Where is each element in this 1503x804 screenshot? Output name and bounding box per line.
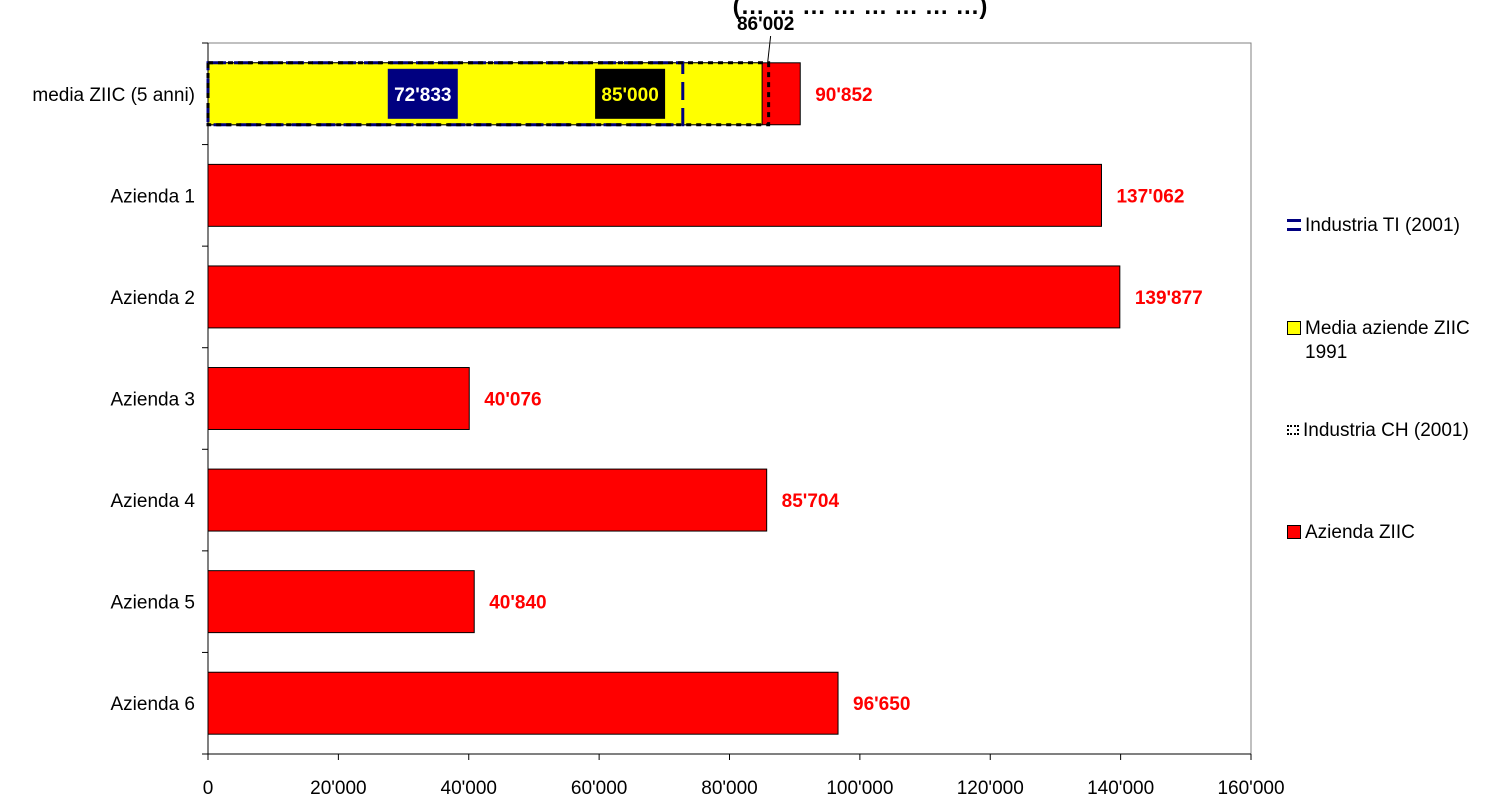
x-tick-label: 80'000 bbox=[701, 778, 757, 799]
bar-azienda-ziic bbox=[207, 570, 475, 634]
bar-azienda-ziic bbox=[207, 163, 1102, 227]
legend-item-industria-ti: Industria TI (2001) bbox=[1287, 214, 1460, 238]
bar-azienda-ziic bbox=[207, 265, 1121, 329]
category-label: Azienda 4 bbox=[110, 491, 195, 512]
legend-label-azienda-ziic: Azienda ZIIC bbox=[1305, 522, 1415, 543]
data-label-azienda-ziic: 139'877 bbox=[1135, 288, 1203, 309]
legend-item-media-aziende: Media aziende ZIIC 1991 bbox=[1287, 317, 1502, 365]
x-tick-label: 0 bbox=[203, 778, 214, 799]
legend-swatch-azienda-ziic bbox=[1287, 525, 1301, 539]
bar-azienda-ziic bbox=[207, 367, 470, 430]
data-label-industria-ti: 72'833 bbox=[394, 85, 451, 106]
x-tick-label: 20'000 bbox=[310, 778, 366, 799]
data-label-media-aziende: 85'000 bbox=[601, 85, 658, 106]
x-tick-label: 100'000 bbox=[826, 778, 893, 799]
data-label-box-industria-ti bbox=[387, 68, 458, 119]
data-label-industria-ch: 86'002 bbox=[737, 14, 794, 35]
leader-line-industria-ch bbox=[767, 35, 772, 63]
legend-label-industria-ch: Industria CH (2001) bbox=[1303, 420, 1469, 441]
x-tick-label: 140'000 bbox=[1087, 778, 1154, 799]
category-label: media ZIIC (5 anni) bbox=[32, 85, 195, 106]
labels-layer: 90'852 137'062 139'877 40'076 85'704 40'840 96… bbox=[394, 14, 1203, 715]
data-label-box-media-aziende bbox=[595, 68, 666, 119]
legend-item-azienda-ziic: Azienda ZIIC bbox=[1287, 521, 1415, 545]
legend-swatch-industria-ti bbox=[1287, 219, 1301, 231]
bar-azienda-ziic bbox=[207, 468, 768, 532]
bar-media-aziende bbox=[207, 62, 763, 126]
x-tick-label: 60'000 bbox=[571, 778, 627, 799]
category-label: Azienda 3 bbox=[110, 390, 195, 411]
axis-layer: media ZIIC (5 anni) Azienda 1 Azienda 2 Azi… bbox=[32, 42, 1285, 799]
x-tick-label: 160'000 bbox=[1217, 778, 1284, 799]
data-label-azienda-ziic: 85'704 bbox=[782, 491, 840, 512]
data-label-azienda-ziic: 40'076 bbox=[484, 390, 541, 411]
legend-swatch-industria-ch bbox=[1287, 425, 1299, 435]
bar-azienda-ziic bbox=[207, 671, 839, 735]
category-label: Azienda 6 bbox=[110, 694, 195, 715]
chart-title: (… … … … … … … …) bbox=[733, 0, 988, 20]
x-tick-label: 120'000 bbox=[957, 778, 1024, 799]
category-label: Azienda 5 bbox=[110, 593, 195, 614]
legend-item-industria-ch: Industria CH (2001) bbox=[1287, 419, 1469, 443]
legend-label-industria-ti: Industria TI (2001) bbox=[1305, 215, 1460, 236]
bar-industria-ch bbox=[206, 61, 771, 127]
overlay-layer bbox=[206, 61, 771, 127]
category-label: Azienda 1 bbox=[110, 186, 195, 207]
data-label-azienda-ziic: 40'840 bbox=[489, 593, 546, 614]
data-label-azienda-ziic: 137'062 bbox=[1116, 186, 1184, 207]
bars-layer bbox=[207, 62, 1121, 735]
x-tick-label: 40'000 bbox=[441, 778, 497, 799]
legend-label-media-aziende: Media aziende ZIIC 1991 bbox=[1305, 318, 1470, 363]
data-label-azienda-ziic: 96'650 bbox=[853, 694, 910, 715]
category-label: Azienda 2 bbox=[110, 288, 195, 309]
legend-swatch-media-aziende bbox=[1287, 321, 1301, 335]
data-label-azienda-ziic: 90'852 bbox=[815, 85, 872, 106]
